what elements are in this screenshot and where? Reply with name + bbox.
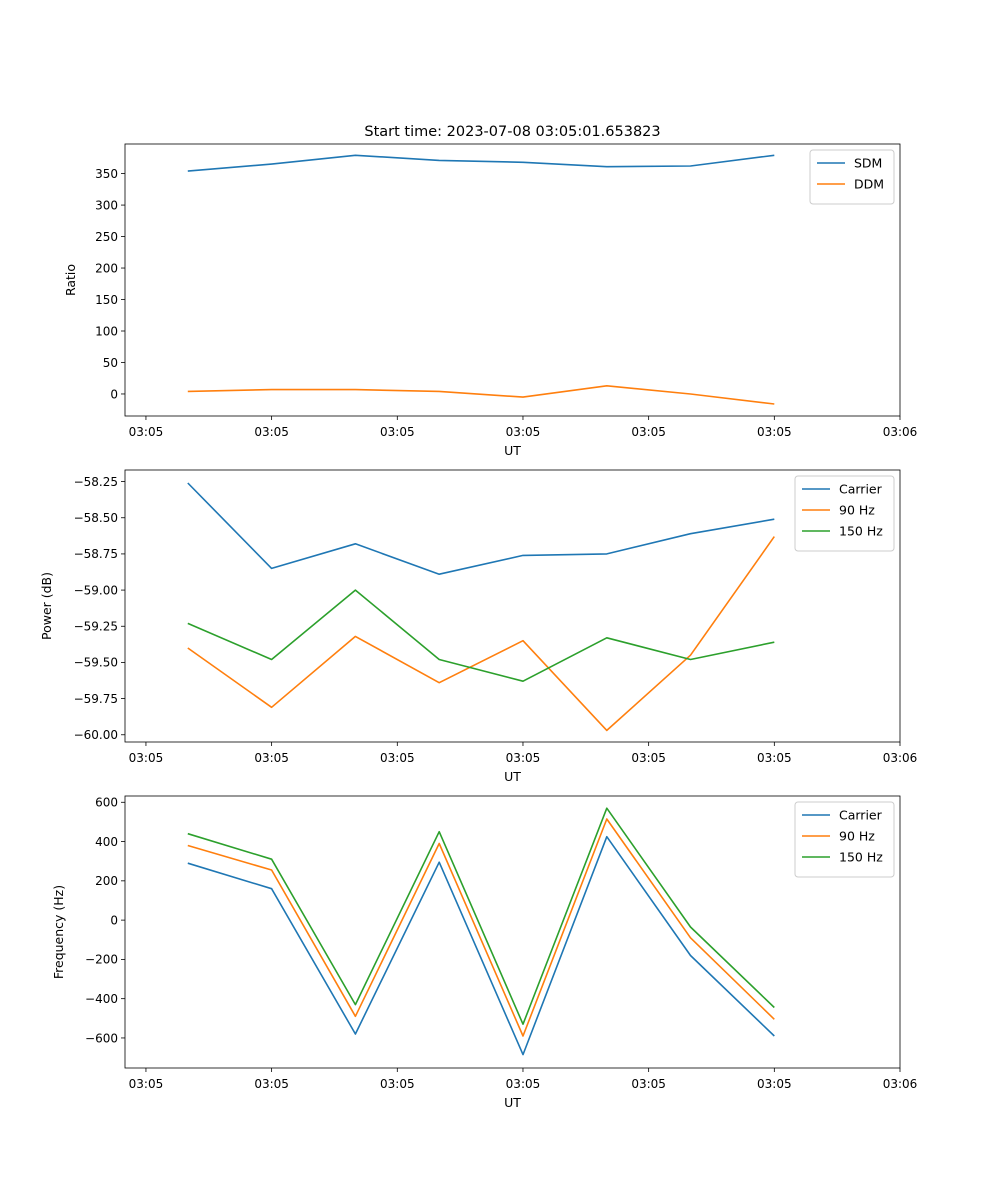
legend-label: 90 Hz bbox=[839, 503, 875, 518]
series-line-90-hz bbox=[187, 536, 775, 732]
x-tick-label: 03:05 bbox=[631, 1077, 666, 1091]
x-tick-label: 03:06 bbox=[883, 1077, 918, 1091]
chart-panel-1: Start time: 2023-07-08 03:05:01.65382303… bbox=[63, 124, 917, 458]
y-tick-label: 0 bbox=[110, 913, 118, 927]
x-axis-label: UT bbox=[504, 1095, 521, 1110]
x-tick-label: 03:05 bbox=[129, 1077, 164, 1091]
x-tick-label: 03:05 bbox=[631, 425, 666, 439]
y-tick-label: 200 bbox=[95, 874, 118, 888]
y-tick-label: −60.00 bbox=[74, 728, 118, 742]
plot-frame bbox=[124, 795, 901, 1069]
legend: Carrier 90 Hz 150 Hz bbox=[794, 801, 895, 878]
chart-title: Start time: 2023-07-08 03:05:01.653823 bbox=[364, 124, 660, 140]
y-axis-label: Ratio bbox=[63, 264, 78, 296]
x-tick-label: 03:05 bbox=[757, 751, 792, 765]
x-tick-label: 03:05 bbox=[506, 751, 541, 765]
legend-label: Carrier bbox=[839, 808, 883, 823]
legend-label: SDM bbox=[854, 156, 882, 171]
plot-frame bbox=[124, 469, 901, 743]
x-tick-label: 03:05 bbox=[254, 425, 289, 439]
x-axis-label: UT bbox=[504, 769, 521, 784]
y-tick-label: −58.75 bbox=[74, 547, 118, 561]
x-tick-label: 03:05 bbox=[254, 1077, 289, 1091]
series-line-carrier bbox=[187, 835, 775, 1056]
x-tick-label: 03:06 bbox=[883, 425, 918, 439]
y-tick-label: −59.25 bbox=[74, 620, 118, 634]
y-tick-label: 600 bbox=[95, 796, 118, 810]
legend-label: 150 Hz bbox=[839, 524, 883, 539]
x-tick-label: 03:05 bbox=[631, 751, 666, 765]
series-line-ddm bbox=[187, 384, 775, 405]
x-tick-label: 03:05 bbox=[757, 1077, 792, 1091]
chart-panel-3: 03:05 03:05 03:05 03:05 03:05 03:05 03:06 −600 −… bbox=[51, 796, 917, 1110]
y-axis-label: Power (dB) bbox=[39, 572, 54, 640]
y-tick-label: −59.50 bbox=[74, 656, 118, 670]
y-tick-label: 150 bbox=[95, 293, 118, 307]
series-line-90-hz bbox=[187, 818, 775, 1037]
y-tick-label: 50 bbox=[103, 356, 118, 370]
series-line-150-hz bbox=[187, 589, 775, 683]
x-tick-label: 03:06 bbox=[883, 751, 918, 765]
x-tick-label: 03:05 bbox=[757, 425, 792, 439]
series-line-150-hz bbox=[187, 807, 775, 1025]
y-tick-label: −59.75 bbox=[74, 692, 118, 706]
x-tick-label: 03:05 bbox=[380, 1077, 415, 1091]
y-tick-label: 400 bbox=[95, 835, 118, 849]
legend-label: 90 Hz bbox=[839, 829, 875, 844]
legend: Carrier 90 Hz 150 Hz bbox=[794, 475, 895, 552]
legend-label: DDM bbox=[854, 177, 884, 192]
y-tick-label: 350 bbox=[95, 167, 118, 181]
x-tick-label: 03:05 bbox=[129, 425, 164, 439]
legend-box bbox=[794, 801, 895, 878]
x-tick-label: 03:05 bbox=[129, 751, 164, 765]
x-tick-label: 03:05 bbox=[380, 425, 415, 439]
y-tick-label: 0 bbox=[110, 387, 118, 401]
y-tick-label: 200 bbox=[95, 261, 118, 275]
legend: SDM DDM bbox=[809, 149, 895, 205]
x-tick-label: 03:05 bbox=[506, 425, 541, 439]
y-tick-label: 250 bbox=[95, 230, 118, 244]
y-tick-label: −200 bbox=[85, 953, 118, 967]
y-axis-label: Frequency (Hz) bbox=[51, 885, 66, 979]
y-tick-label: −58.25 bbox=[74, 475, 118, 489]
x-tick-label: 03:05 bbox=[380, 751, 415, 765]
series-line-sdm bbox=[187, 154, 775, 172]
series-line-carrier bbox=[187, 482, 775, 576]
y-tick-label: −400 bbox=[85, 992, 118, 1006]
legend-label: 150 Hz bbox=[839, 850, 883, 865]
chart-panel-2: 03:05 03:05 03:05 03:05 03:05 03:05 03:06 −60.0… bbox=[39, 469, 918, 784]
y-tick-label: −600 bbox=[85, 1031, 118, 1045]
y-tick-label: −59.00 bbox=[74, 583, 118, 597]
x-axis-label: UT bbox=[504, 443, 521, 458]
y-tick-label: 300 bbox=[95, 198, 118, 212]
y-tick-label: 100 bbox=[95, 324, 118, 338]
y-tick-label: −58.50 bbox=[74, 511, 118, 525]
plot-frame bbox=[124, 143, 901, 417]
x-tick-label: 03:05 bbox=[506, 1077, 541, 1091]
legend-box bbox=[794, 475, 895, 552]
legend-label: Carrier bbox=[839, 482, 883, 497]
x-tick-label: 03:05 bbox=[254, 751, 289, 765]
